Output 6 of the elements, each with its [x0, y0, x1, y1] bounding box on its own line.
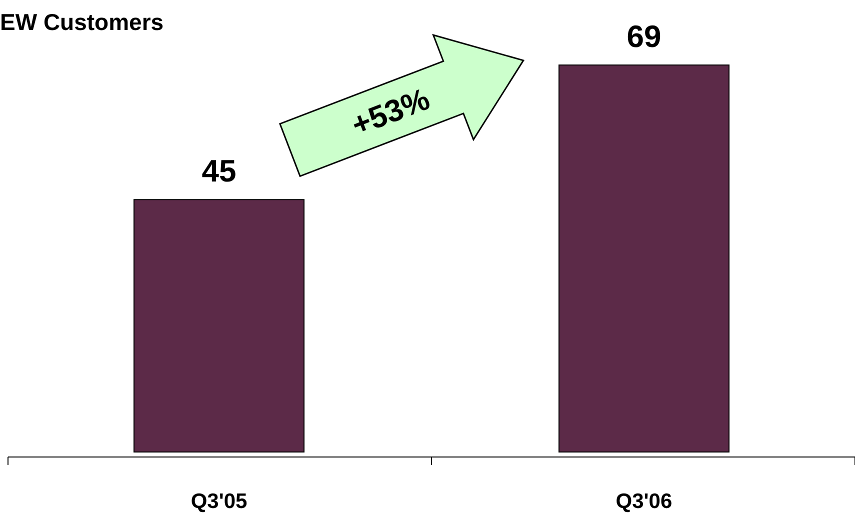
annotation: +53%	[346, 81, 434, 143]
data-label: 69	[626, 19, 662, 54]
chart-title: EW Customers	[0, 9, 164, 35]
data-label: 45	[202, 154, 236, 189]
x-tick-label: Q3'06	[616, 490, 672, 513]
x-tick-label: Q3'05	[190, 490, 248, 513]
